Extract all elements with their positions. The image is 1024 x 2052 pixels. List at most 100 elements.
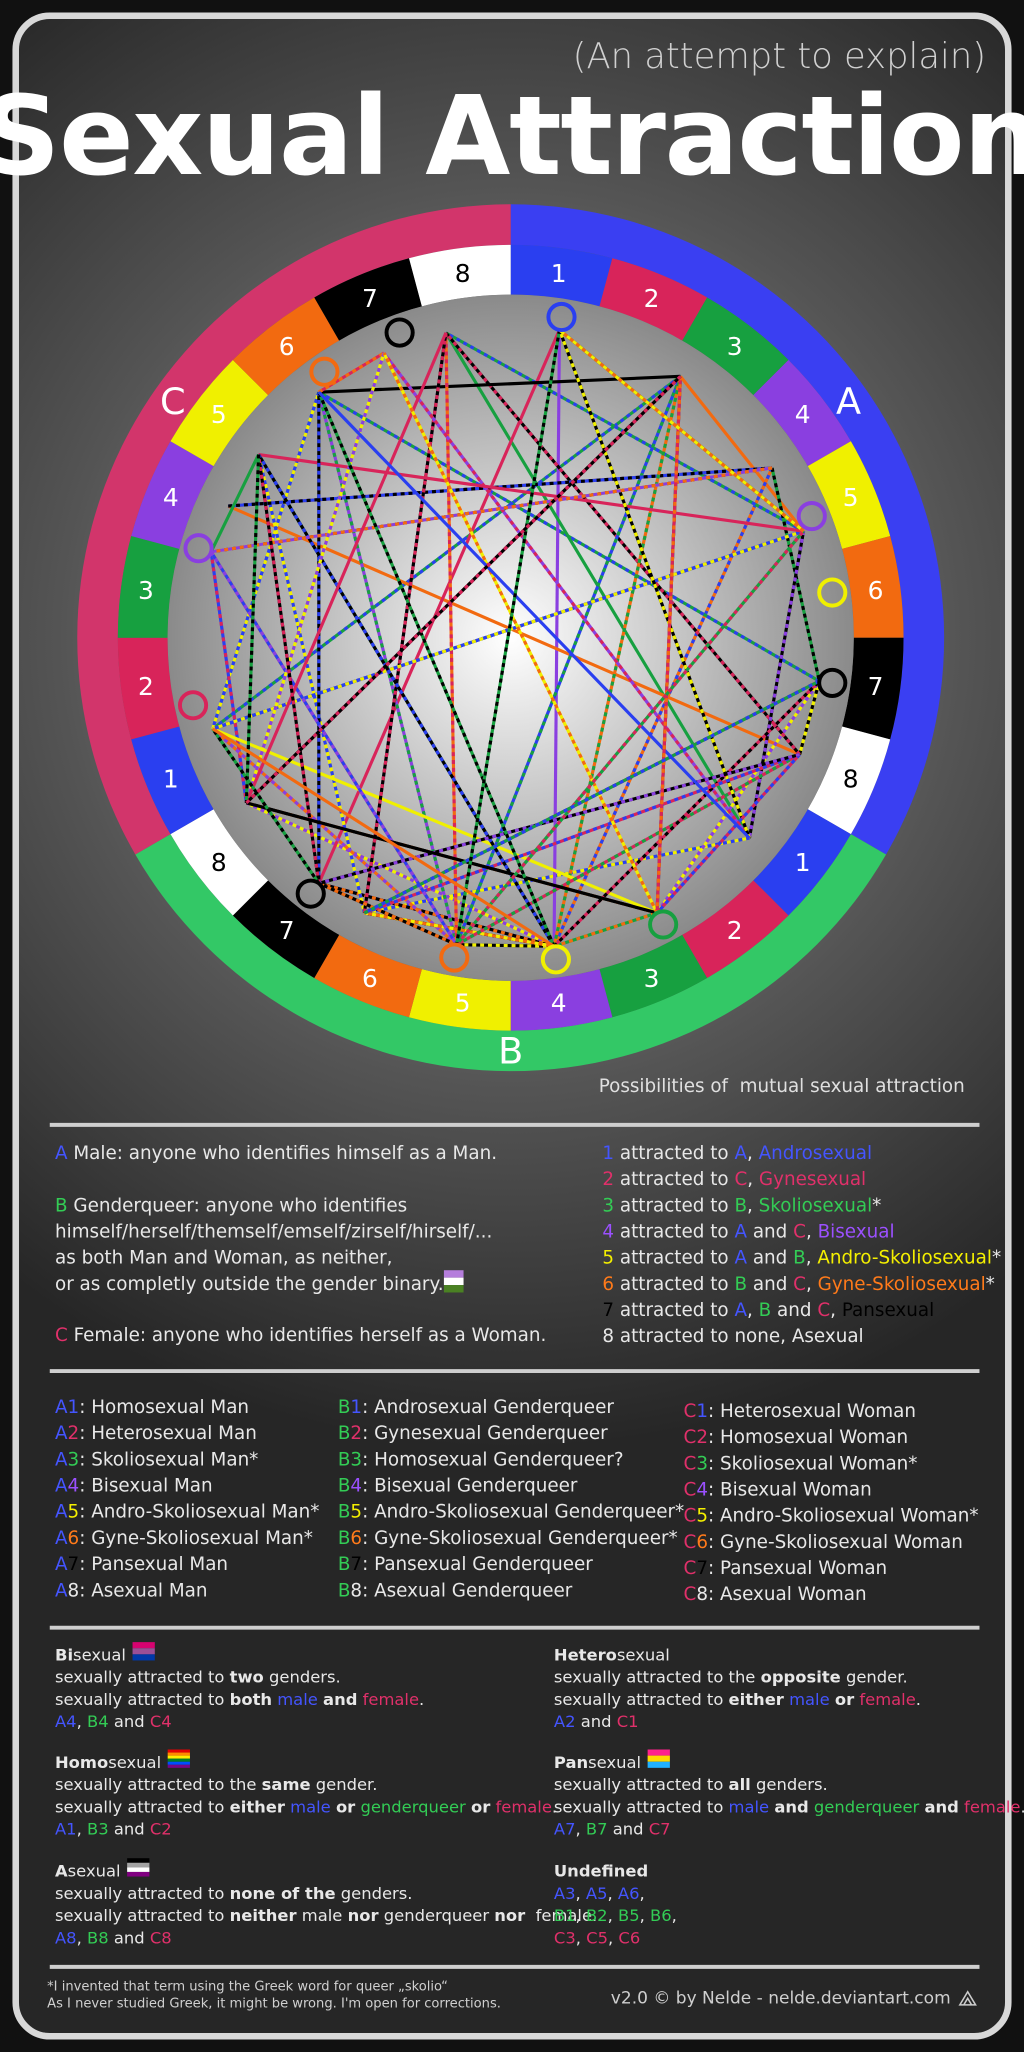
text-span: sexual [588, 1753, 641, 1772]
text-span: C6 [618, 1928, 640, 1947]
text-line: B3: Homosexual Genderqueer? [338, 1449, 624, 1470]
segment [682, 880, 789, 978]
text-span: : Bisexual Man [79, 1476, 212, 1497]
text-line: sexually attracted to two genders. [55, 1668, 341, 1687]
text-span: female. [525, 1906, 597, 1925]
text-span: male [789, 1690, 830, 1709]
text-line: sexually attracted to all genders. [554, 1775, 828, 1794]
text-span: , [806, 1221, 818, 1242]
text-span: . [419, 1690, 424, 1709]
segment [170, 809, 269, 916]
text-span: A [55, 1502, 68, 1523]
text-span: : Homosexual Man [79, 1397, 249, 1418]
flag-stripe [167, 1755, 190, 1759]
text-span: male [277, 1690, 318, 1709]
text-span: 3 [350, 1449, 362, 1470]
flag-stripe [443, 1270, 464, 1278]
text-span: 6 [602, 1274, 614, 1295]
text-span: same [262, 1775, 311, 1794]
text-span: : Pansexual Man [79, 1554, 228, 1575]
text-span: C [684, 1506, 697, 1527]
text-span: , [806, 1248, 818, 1269]
segment-label: 6 [362, 964, 378, 993]
text-span: : Gyne-Skoliosexual Genderqueer* [362, 1528, 678, 1549]
text-span: 1 [602, 1143, 614, 1164]
node [648, 909, 679, 940]
text-line: A4, B4 and C4 [55, 1712, 172, 1731]
text-span: Gyne-Skoliosexual [818, 1274, 986, 1295]
text-span: Female: anyone who identifies herself as… [68, 1325, 547, 1346]
node [540, 944, 571, 975]
section-letter: C [160, 380, 186, 423]
node [796, 501, 827, 532]
chord [211, 727, 555, 948]
text-line: A2: Heterosexual Man [55, 1423, 257, 1444]
text-span: 1 [68, 1397, 80, 1418]
text-span: attracted to [614, 1169, 734, 1190]
text-span: Male: anyone who identifies himself as a… [68, 1143, 498, 1164]
text-span: A [55, 1528, 68, 1549]
segment-label: 5 [455, 989, 471, 1018]
text-span: 2 [602, 1169, 614, 1190]
text-span: B [338, 1528, 351, 1549]
text-span: A2 [554, 1712, 576, 1731]
text-span: A [55, 1580, 68, 1601]
text-span: A [55, 1554, 68, 1575]
chord-dash [770, 467, 821, 682]
chord [245, 801, 658, 915]
segment [409, 244, 511, 307]
text-span: , [747, 1300, 759, 1321]
text-span: , [806, 1274, 818, 1295]
text-span: . [916, 1690, 921, 1709]
text-line: B5: Andro-Skoliosexual Genderqueer* [338, 1502, 684, 1523]
text-span: female [363, 1690, 419, 1709]
text-span: and [774, 1797, 808, 1816]
text-span: as both Man and Woman, as neither, [55, 1248, 393, 1269]
text-span: attracted to [614, 1195, 734, 1216]
text-line: sexually attracted to none of the gender… [55, 1884, 412, 1903]
node [439, 942, 470, 973]
node [177, 690, 209, 721]
text-span: B4 [87, 1712, 109, 1731]
chord-dash [444, 331, 801, 756]
text-line: C3, C5, C6 [554, 1928, 640, 1947]
text-span: , [576, 1906, 586, 1925]
chord-dash [318, 881, 458, 947]
text-span: either [230, 1797, 286, 1816]
segment [117, 637, 180, 740]
segment-label: 5 [843, 483, 859, 512]
text-span: sexually attracted to the [55, 1775, 262, 1794]
text-line: B6: Gyne-Skoliosexual Genderqueer* [338, 1528, 678, 1549]
text-span: 2 [68, 1423, 80, 1444]
text-line: Pansexual [554, 1753, 641, 1772]
text-span: 7 [68, 1554, 80, 1575]
text-span: Gynesexual [759, 1169, 866, 1190]
segment-label: 4 [163, 483, 179, 512]
text-span: C2 [150, 1820, 172, 1839]
segment [753, 809, 851, 916]
text-line: 8 attracted to none, Asexual [602, 1326, 863, 1347]
flag-stripe [167, 1758, 190, 1762]
text-span: A [734, 1143, 747, 1164]
text-span: . [1020, 1797, 1024, 1816]
text-span: genders. [751, 1775, 828, 1794]
chord [557, 329, 751, 839]
text-span: sexually attracted to [55, 1668, 230, 1687]
text-span: sexually attracted to [554, 1797, 729, 1816]
text-span: A [55, 1476, 68, 1497]
text-line: C1: Heterosexual Woman [684, 1401, 916, 1422]
chord-dash [558, 328, 805, 533]
chord-dash [244, 454, 261, 803]
text-span: 7 [602, 1300, 614, 1321]
segment-label: 1 [163, 765, 179, 794]
text-span: , [576, 1884, 586, 1903]
text-span: C8 [150, 1928, 172, 1947]
text-span: genderqueer [379, 1906, 495, 1925]
text-span: and [109, 1928, 150, 1947]
segment-label: 3 [644, 964, 660, 993]
text-span: * [872, 1195, 881, 1216]
text-span: and [109, 1712, 150, 1731]
text-span: two [230, 1668, 264, 1687]
text-span: sexually attracted to [55, 1884, 230, 1903]
text-span: 6 [350, 1528, 362, 1549]
